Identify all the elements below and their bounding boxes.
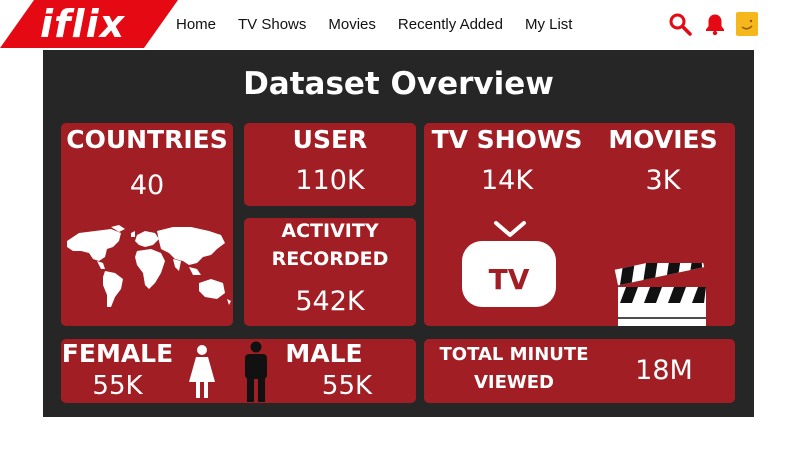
logo-text: iflix [40,2,126,46]
female-icon [189,345,215,398]
activity-label-line2: RECORDED [271,248,389,270]
nav-movies[interactable]: Movies [328,15,376,33]
female-value: 55K [92,371,143,401]
activity-label-line1: ACTIVITY [281,220,379,242]
nav-tv-shows[interactable]: TV Shows [238,15,307,33]
user-card: USER 110K [244,123,416,206]
tv-shows-label: TV SHOWS [431,125,583,154]
minutes-label-line2: VIEWED [473,372,554,393]
dataset-overview-panel: Dataset Overview COUNTRIES 40 [43,50,754,417]
logo-background-shape [0,0,178,48]
tv-badge-text: TV [488,263,530,296]
minutes-label-line1: TOTAL MINUTE [439,344,589,365]
movies-value: 3K [645,165,681,196]
user-label: USER [292,125,368,154]
nav-my-list[interactable]: My List [524,15,573,33]
countries-label: COUNTRIES [66,125,228,154]
top-navigation-bar: iflix Home TV Shows Movies Recently Adde… [0,0,796,50]
avatar[interactable] [736,12,758,36]
gender-card: FEMALE 55K MALE 55K [61,339,416,403]
male-icon [245,341,267,402]
clapperboard-icon [614,263,706,326]
tv-icon [462,221,556,307]
activity-recorded-card: ACTIVITY RECORDED 542K [244,218,416,326]
iflix-logo[interactable]: iflix [0,0,178,48]
main-nav: Home TV Shows Movies Recently Added My L… [176,0,594,48]
nav-recently-added[interactable]: Recently Added [397,15,503,33]
female-label: FEMALE [61,339,174,368]
activity-value: 542K [295,286,365,317]
search-icon[interactable] [668,12,692,36]
minutes-viewed-card: TOTAL MINUTE VIEWED 18M [424,339,735,403]
countries-value: 40 [129,170,165,201]
tv-shows-value: 14K [480,165,534,196]
smile-icon [741,19,753,30]
movies-label: MOVIES [608,125,718,154]
male-value: 55K [321,371,373,401]
countries-card: COUNTRIES 40 [61,123,233,326]
user-value: 110K [295,165,365,196]
world-map-icon [67,225,231,307]
panel-title: Dataset Overview [243,66,554,102]
minutes-value: 18M [635,355,693,386]
content-card: TV SHOWS 14K MOVIES 3K TV [424,123,735,326]
male-label: MALE [285,339,363,368]
bell-icon[interactable] [703,12,727,36]
nav-home[interactable]: Home [176,15,217,33]
